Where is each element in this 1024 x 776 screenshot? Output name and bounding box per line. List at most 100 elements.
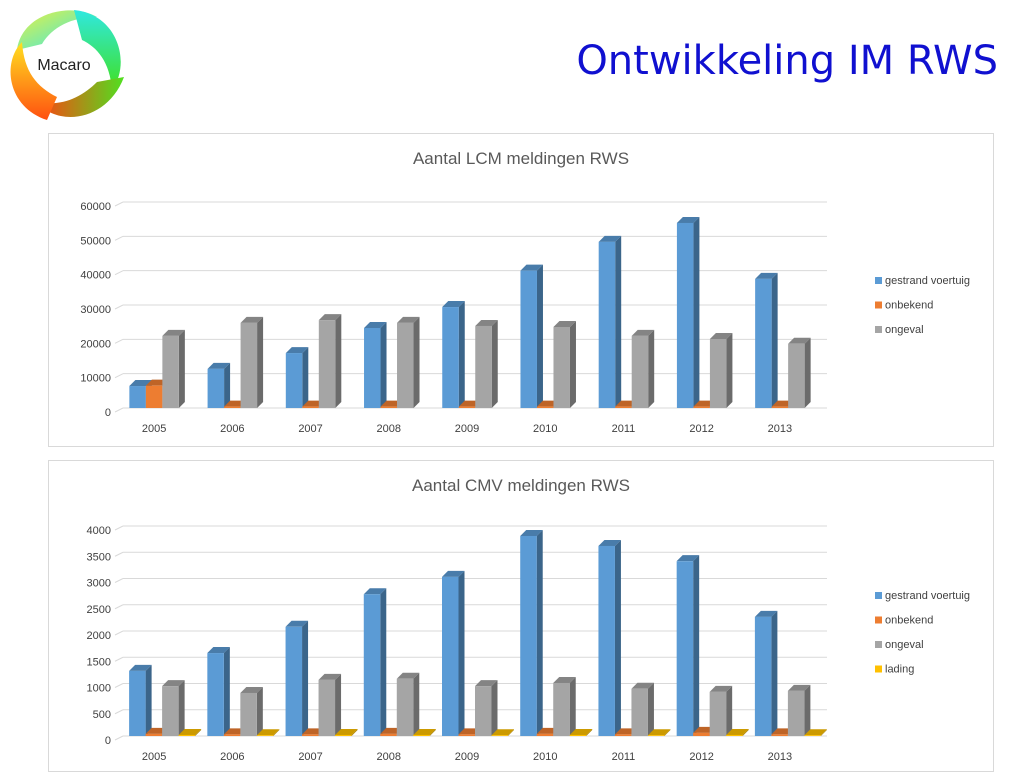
y-tick-label: 2000 bbox=[87, 630, 111, 642]
legend-label: gestrand voertuig bbox=[885, 590, 970, 602]
bar-gestrand-voertuig bbox=[207, 653, 224, 736]
bar-top-ongeval bbox=[475, 319, 498, 326]
bar-top-lading bbox=[335, 728, 358, 735]
bar-ongeval bbox=[709, 691, 727, 736]
y-tick-label: 3500 bbox=[87, 551, 111, 563]
legend-swatch bbox=[875, 592, 882, 599]
bar-side-ongeval bbox=[648, 329, 655, 408]
bar-top-gestrand-voertuig bbox=[520, 264, 543, 271]
legend-label: onbekend bbox=[885, 615, 933, 627]
bar-top-ongeval bbox=[397, 316, 420, 323]
bar-ongeval bbox=[240, 322, 258, 408]
bar-onbekend bbox=[223, 734, 241, 736]
bar-side-gestrand-voertuig bbox=[302, 347, 309, 408]
x-tick-label: 2008 bbox=[377, 751, 401, 763]
bar-gestrand-voertuig bbox=[129, 670, 146, 736]
bar-top-ongeval bbox=[631, 329, 655, 336]
bar-side-ongeval bbox=[413, 672, 420, 736]
gridline-depth bbox=[114, 735, 124, 741]
y-tick-label: 1000 bbox=[87, 683, 111, 695]
bar-side-gestrand-voertuig bbox=[615, 235, 622, 408]
legend-swatch bbox=[875, 277, 882, 284]
bar-gestrand-voertuig bbox=[755, 278, 772, 408]
bar-side-ongeval bbox=[335, 673, 342, 736]
bar-top-lading bbox=[569, 728, 593, 735]
x-tick-label: 2006 bbox=[220, 751, 244, 763]
x-tick-label: 2005 bbox=[142, 423, 166, 435]
bar-onbekend bbox=[536, 406, 554, 408]
bar-ongeval bbox=[162, 335, 179, 408]
bar-ongeval bbox=[475, 325, 492, 408]
bar-ongeval bbox=[396, 678, 414, 736]
bar-gestrand-voertuig bbox=[598, 241, 616, 408]
bar-ongeval bbox=[631, 335, 649, 408]
legend-swatch bbox=[875, 301, 882, 309]
bar-onbekend bbox=[693, 406, 710, 408]
bar-gestrand-voertuig bbox=[520, 535, 537, 736]
legend-label: gestrand voertuig bbox=[885, 275, 970, 287]
page-title: Ontwikkeling IM RWS bbox=[576, 38, 998, 84]
bar-side-gestrand-voertuig bbox=[771, 272, 778, 408]
bar-side-gestrand-voertuig bbox=[693, 216, 700, 408]
bar-onbekend bbox=[614, 734, 632, 736]
bar-top-gestrand-voertuig bbox=[364, 322, 387, 329]
bar-gestrand-voertuig bbox=[598, 545, 615, 736]
chart-title: Aantal LCM meldingen RWS bbox=[413, 149, 629, 168]
bar-ongeval bbox=[631, 688, 648, 736]
bar-side-gestrand-voertuig bbox=[693, 555, 700, 736]
bar-top-gestrand-voertuig bbox=[598, 539, 621, 546]
bar-top-gestrand-voertuig bbox=[285, 347, 309, 354]
bar-onbekend bbox=[771, 406, 789, 408]
bar-top-lading bbox=[413, 728, 436, 735]
y-tick-label: 1500 bbox=[87, 656, 111, 668]
bar-lading bbox=[569, 734, 587, 736]
y-tick-label: 500 bbox=[93, 709, 111, 721]
bar-top-gestrand-voertuig bbox=[129, 664, 152, 671]
bar-top-gestrand-voertuig bbox=[207, 647, 230, 654]
bar-top-ongeval bbox=[162, 329, 185, 336]
y-tick-label: 40000 bbox=[80, 270, 111, 282]
bar-top-ongeval bbox=[396, 672, 420, 679]
x-tick-label: 2005 bbox=[142, 751, 166, 763]
y-tick-label: 0 bbox=[105, 735, 111, 747]
bar-onbekend bbox=[380, 406, 398, 408]
bar-top-gestrand-voertuig bbox=[285, 620, 309, 627]
x-tick-label: 2009 bbox=[455, 751, 479, 763]
bar-side-lading bbox=[586, 728, 593, 736]
bar-ongeval bbox=[787, 690, 805, 736]
bar-side-gestrand-voertuig bbox=[223, 647, 230, 736]
y-tick-label: 10000 bbox=[80, 373, 111, 385]
x-tick-label: 2007 bbox=[298, 751, 322, 763]
bar-side-ongeval bbox=[569, 676, 576, 736]
gridline-depth bbox=[114, 407, 124, 413]
svg-text:Macaro: Macaro bbox=[37, 57, 90, 74]
bar-side-ongeval bbox=[413, 316, 420, 408]
bar-side-ongeval bbox=[804, 337, 811, 408]
bar-top-ongeval bbox=[318, 673, 342, 680]
bar-ongeval bbox=[318, 679, 336, 736]
bar-gestrand-voertuig bbox=[364, 328, 381, 408]
bar-side-ongeval bbox=[491, 680, 498, 736]
bar-side-gestrand-voertuig bbox=[224, 362, 231, 408]
bar-top-ongeval bbox=[318, 314, 342, 321]
bar-gestrand-voertuig bbox=[754, 616, 772, 736]
bar-top-lading bbox=[804, 729, 827, 736]
gridline-depth bbox=[114, 270, 124, 276]
chart-cmv-panel: Aantal CMV meldingen RWS 0 500 1000 1500 2000… bbox=[48, 460, 994, 772]
bar-top-lading bbox=[647, 729, 671, 736]
bar-ongeval bbox=[709, 338, 727, 408]
bar-top-gestrand-voertuig bbox=[676, 216, 700, 223]
bar-top-gestrand-voertuig bbox=[363, 588, 387, 595]
bar-side-gestrand-voertuig bbox=[536, 529, 543, 736]
bar-ongeval bbox=[240, 692, 257, 736]
x-tick-label: 2013 bbox=[768, 423, 792, 435]
bar-ongeval bbox=[318, 320, 336, 408]
legend-swatch bbox=[875, 616, 882, 624]
bar-top-ongeval bbox=[553, 320, 576, 327]
bar-ongeval bbox=[788, 343, 805, 408]
bar-top-ongeval bbox=[553, 676, 576, 683]
bar-side-gestrand-voertuig bbox=[614, 539, 621, 736]
bar-gestrand-voertuig bbox=[676, 222, 694, 408]
bar-lading bbox=[413, 734, 430, 736]
bar-side-lading bbox=[429, 728, 436, 736]
